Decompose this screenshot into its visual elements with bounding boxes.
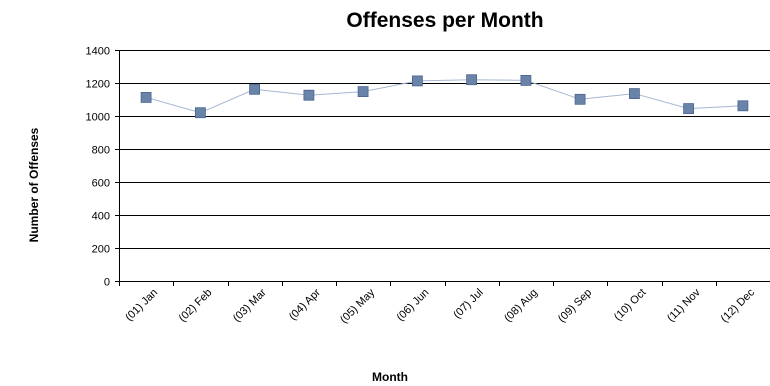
data-point-marker [737,100,749,112]
x-tick-label: (08) Aug [502,287,540,325]
data-point-marker [357,86,369,97]
chart-title: Offenses per Month [346,9,543,32]
data-point-marker [520,75,532,86]
y-tick-label: 1000 [86,112,110,124]
y-axis-title: Number of Offenses [27,127,41,242]
series-line [145,79,743,114]
x-axis-title: Month [372,370,408,384]
data-point-marker [249,83,261,95]
y-tick-label: 200 [92,244,110,256]
x-tick-label: (03) Mar [231,286,269,324]
x-tick-label: (11) Nov [665,286,703,324]
data-point-marker [194,107,206,119]
data-point-marker [683,103,694,114]
x-tick-label: (06) Jun [394,287,431,324]
x-tick-label: (01) Jan [123,287,160,324]
x-tick-label: (02) Feb [177,287,215,325]
y-tick-labels: 0 200 400 600 800 1000 1200 1400 [86,46,110,289]
data-point-marker [629,88,640,99]
gridlines [119,50,770,249]
y-tick-label: 400 [92,211,110,223]
x-tick-label: (04) Apr [287,286,323,322]
x-tick-label: (12) Dec [719,286,758,325]
data-point-marker [303,89,315,101]
series [140,74,749,119]
x-tick-label: (09) Sep [556,287,594,325]
y-tick-label: 600 [92,178,110,190]
y-tick-label: 0 [104,277,110,289]
data-point-marker [140,92,152,103]
x-tick-label: (10) Oct [612,287,649,324]
data-point-marker [411,75,423,87]
y-tick-label: 1400 [86,46,110,58]
data-point-marker [466,74,478,86]
x-tick-labels: (01) Jan (02) Feb (03) Mar (04) Apr (05) May… [123,286,757,326]
data-point-marker [574,93,586,105]
x-tick-label: (05) May [338,286,378,326]
x-tick-label: (07) Jul [451,287,485,321]
y-tick-label: 1200 [86,79,110,91]
y-tick-label: 800 [92,145,110,157]
axes [115,50,770,286]
